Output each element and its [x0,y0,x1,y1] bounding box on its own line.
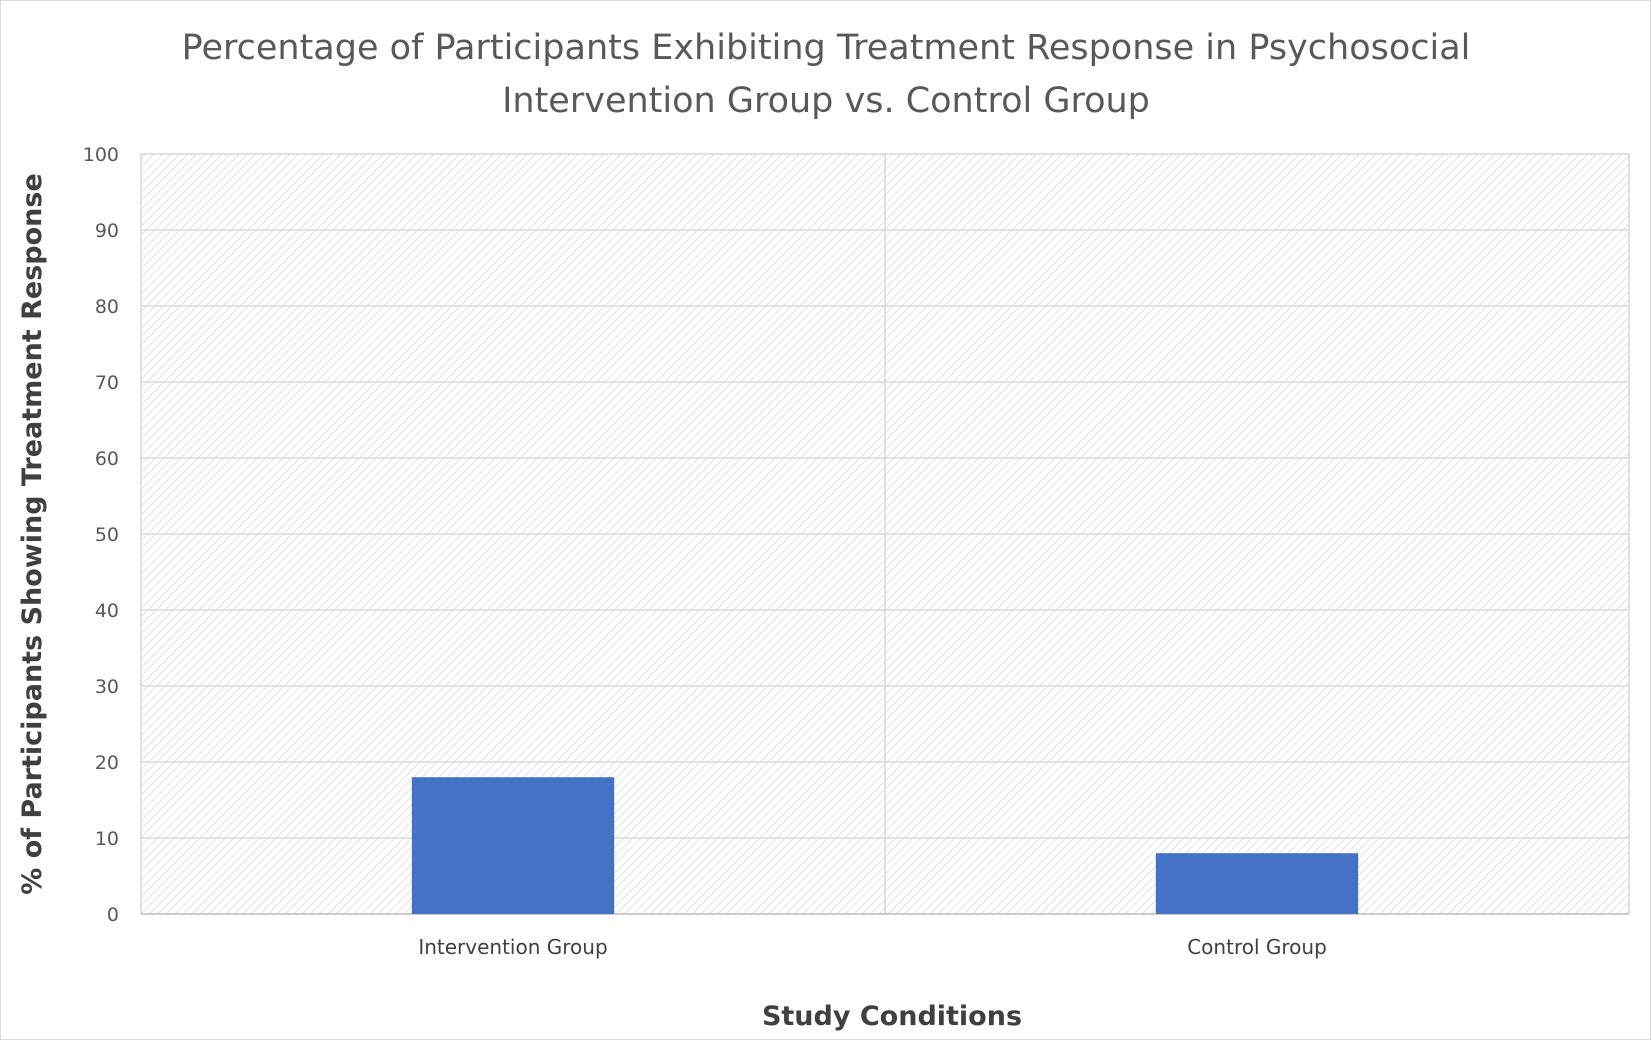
y-axis-ticks: 0 10 20 30 40 50 60 70 80 90 100 [83,144,119,926]
chart-title-line-1: Percentage of Participants Exhibiting Tr… [182,28,1471,68]
y-tick-label: 80 [95,296,119,318]
y-tick-label: 20 [95,752,119,774]
y-tick-label: 40 [95,600,119,622]
y-tick-label: 10 [95,828,119,850]
bar-control-group [1155,853,1359,914]
y-tick-label: 0 [107,904,119,926]
y-axis-label: % of Participants Showing Treatment Resp… [17,173,48,895]
x-axis-label: Study Conditions [762,1001,1022,1032]
gridlines [140,153,1630,915]
y-tick-label: 70 [95,372,119,394]
y-tick-label: 60 [95,448,119,470]
chart-title-line-2: Intervention Group vs. Control Group [502,81,1150,121]
y-tick-label: 30 [95,676,119,698]
y-tick-label: 50 [95,524,119,546]
y-tick-label: 90 [95,220,119,242]
x-axis-ticks: Intervention Group Control Group [418,935,1326,959]
x-tick-label: Control Group [1187,935,1327,959]
bar-intervention-group [411,777,615,914]
y-tick-label: 100 [83,144,119,166]
x-tick-label: Intervention Group [418,935,607,959]
bars [411,777,1359,914]
